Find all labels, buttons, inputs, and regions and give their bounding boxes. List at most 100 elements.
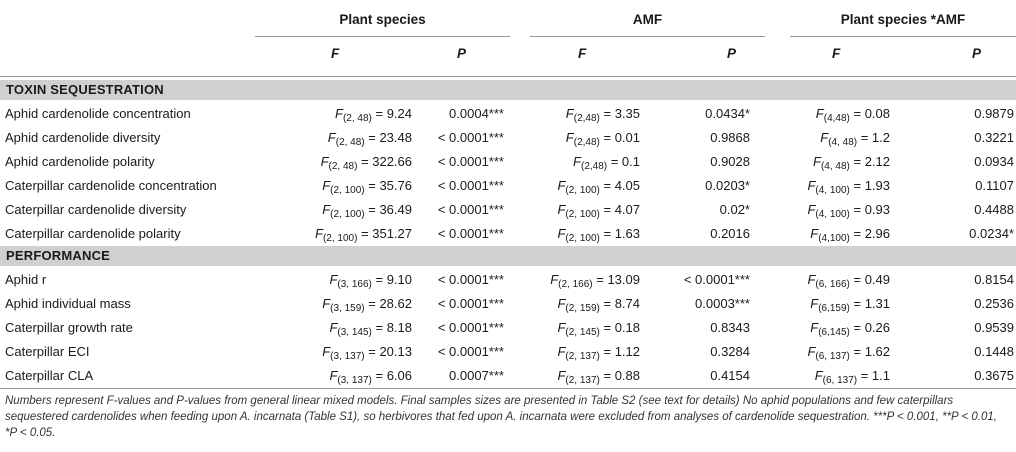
f-symbol: F [322,344,331,359]
f-value-cell: F(4, 100) = 0.93 [807,202,890,220]
f-value-cell: F(2, 100) = 4.07 [557,202,640,220]
f-value-cell: F(2, 48) = 9.24 [335,106,412,124]
f-statistic: = 0.26 [849,320,890,335]
f-statistic: = 13.09 [592,272,640,287]
f-symbol: F [335,106,343,121]
f-value-cell: F(2, 100) = 36.49 [322,202,412,220]
p-value-cell: 0.9879 [974,106,1014,121]
degrees-of-freedom: (2, 166) [558,279,593,290]
f-statistic: = 1.62 [849,344,890,359]
f-value-cell: F(3, 159) = 28.62 [322,296,412,314]
f-statistic: = 1.31 [849,296,890,311]
f-symbol: F [807,178,816,193]
row-label: Caterpillar ECI [5,344,90,359]
f-statistic: = 9.24 [371,106,412,121]
f-symbol: F [557,202,566,217]
f-value-cell: F(6,159) = 1.31 [810,296,890,314]
p-value-cell: 0.3284 [710,344,750,359]
f-value-cell: F(3, 166) = 9.10 [329,272,412,290]
p-value-cell: < 0.0001*** [437,344,504,359]
f-statistic: = 3.35 [599,106,640,121]
f-value-cell: F(6, 137) = 1.62 [807,344,890,362]
degrees-of-freedom: (2, 100) [565,209,600,220]
f-statistic: = 0.08 [849,106,890,121]
f-symbol: F [322,178,331,193]
degrees-of-freedom: (2,48) [573,113,600,124]
f-value-cell: F(6, 137) = 1.1 [815,368,890,386]
col-header-f-amf: F [578,46,587,61]
p-value-cell: < 0.0001*** [437,154,504,169]
p-value-cell: 0.9868 [710,130,750,145]
row-label: Aphid cardenolide diversity [5,130,161,145]
f-statistic: = 2.12 [849,154,890,169]
f-statistic: = 2.96 [849,226,890,241]
f-value-cell: F(4,100) = 2.96 [810,226,890,244]
f-statistic: = 23.48 [364,130,412,145]
f-value-cell: F(2, 48) = 23.48 [328,130,412,148]
degrees-of-freedom: (4, 48) [820,161,850,172]
row-label: Caterpillar cardenolide diversity [5,202,187,217]
degrees-of-freedom: (2, 48) [335,137,365,148]
f-statistic: = 20.13 [364,344,412,359]
f-symbol: F [807,272,816,287]
p-value-cell: 0.8154 [974,272,1014,287]
f-value-cell: F(4, 48) = 1.2 [820,130,890,148]
degrees-of-freedom: (3, 159) [330,303,365,314]
degrees-of-freedom: (3, 137) [337,375,372,386]
f-value-cell: F(2, 100) = 4.05 [557,178,640,196]
table-footnote: Numbers represent F-values and P-values … [5,395,997,439]
degrees-of-freedom: (2, 100) [322,233,358,244]
table-row: Caterpillar ECI F(3, 137) = 20.13 < 0.0001… [0,339,1016,363]
degrees-of-freedom: (3, 145) [337,327,372,338]
f-statistic: = 1.2 [857,130,890,145]
p-value-cell: < 0.0001*** [437,130,504,145]
f-value-cell: F(3, 137) = 20.13 [322,344,412,362]
f-statistic: = 1.93 [849,178,890,193]
group-header-interaction: Plant species *AMF [840,12,966,27]
p-value-cell: 0.4154 [710,368,750,383]
f-statistic: = 4.07 [599,202,640,217]
p-value-cell: 0.02* [719,202,750,217]
f-statistic: = 0.01 [599,130,640,145]
degrees-of-freedom: (2,48) [573,137,600,148]
p-value-cell: < 0.0001*** [437,272,504,287]
f-symbol: F [320,154,329,169]
table-row: Caterpillar cardenolide concentration F(2… [0,173,1016,197]
f-statistic: = 0.49 [849,272,890,287]
degrees-of-freedom: (4, 100) [815,209,850,220]
col-header-p-amf: P [727,46,737,61]
f-value-cell: F(2,48) = 0.01 [566,130,640,148]
f-statistic: = 1.63 [599,226,640,241]
f-statistic: = 35.76 [364,178,412,193]
degrees-of-freedom: (2, 159) [565,303,600,314]
f-symbol: F [565,106,574,121]
table-row: Aphid cardenolide polarity F(2, 48) = 322… [0,149,1016,173]
p-value-cell: 0.0203* [705,178,750,193]
degrees-of-freedom: (6,159) [818,303,850,314]
f-value-cell: F(6, 166) = 0.49 [807,272,890,290]
section-header: TOXIN SEQUESTRATION [0,80,1016,100]
f-value-cell: F(4, 100) = 1.93 [807,178,890,196]
p-value-cell: 0.0007*** [449,368,504,383]
degrees-of-freedom: (2, 100) [330,209,365,220]
degrees-of-freedom: (2,48) [580,161,608,172]
p-value-cell: < 0.0001*** [437,202,504,217]
row-label: Aphid r [5,272,47,287]
row-label: Aphid cardenolide concentration [5,106,191,121]
degrees-of-freedom: (6, 166) [815,279,850,290]
f-statistic: = 1.12 [599,344,640,359]
table-row: Aphid individual mass F(3, 159) = 28.62 < … [0,291,1016,315]
f-value-cell: F(6,145) = 0.26 [810,320,890,338]
f-symbol: F [550,272,559,287]
table-row: Caterpillar growth rate F(3, 145) = 8.18 <… [0,315,1016,339]
p-value-cell: < 0.0001*** [437,226,504,241]
f-symbol: F [807,344,816,359]
p-value-cell: < 0.0001*** [683,272,750,287]
header-rule [0,76,1016,77]
f-value-cell: F(2, 100) = 351.27 [315,226,412,244]
group-rule-interaction [790,36,1016,37]
f-statistic: = 0.88 [599,368,640,383]
p-value-cell: 0.9028 [710,154,750,169]
f-statistic: = 4.05 [599,178,640,193]
p-value-cell: 0.4488 [974,202,1014,217]
